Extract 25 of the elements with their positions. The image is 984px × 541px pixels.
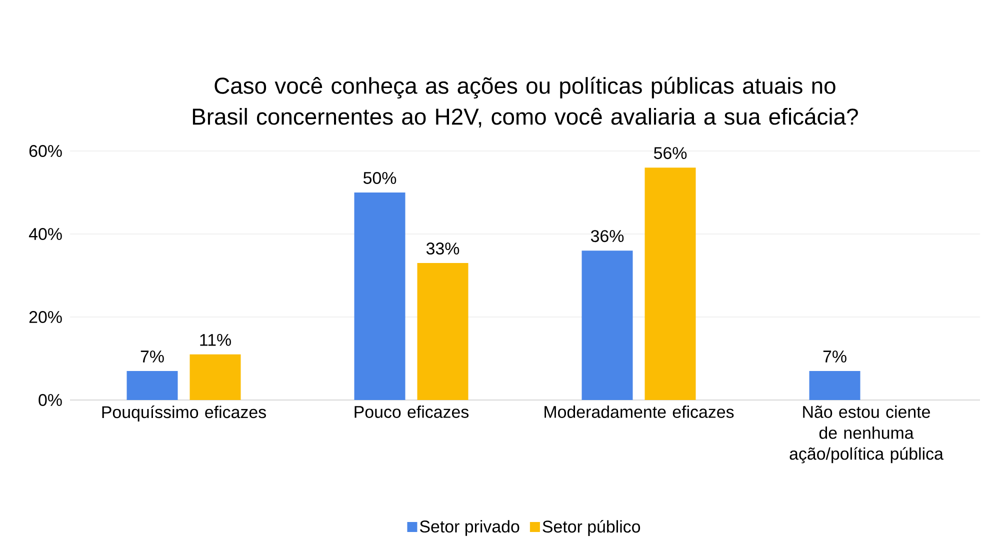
- bar: [582, 250, 633, 400]
- data-label: 7%: [823, 350, 846, 362]
- data-label: 33%: [426, 242, 460, 255]
- bar: [417, 263, 468, 400]
- bar: [809, 370, 860, 400]
- bar: [190, 354, 241, 400]
- x-tick-label: Moderadamente eficazes: [544, 406, 734, 418]
- legend-label: Setor privado: [420, 520, 520, 536]
- x-tick-label: Pouquíssimo eficazes: [102, 406, 266, 422]
- legend-label: Setor público: [542, 520, 640, 536]
- y-tick-label: 40%: [28, 228, 62, 240]
- bar: [644, 168, 696, 400]
- chart-title: Caso você conheça as ações ou políticas públicas atuais no Brasil concernentes ao H2V, como você avaliaria a sua eficácia?: [192, 76, 858, 128]
- x-tick-label: Não estou ciente de nenhuma ação/política pública: [790, 406, 944, 464]
- y-tick-label: 60%: [29, 145, 62, 158]
- data-label: 7%: [140, 350, 164, 362]
- y-tick-label: 0%: [38, 394, 62, 406]
- data-label: 50%: [363, 172, 396, 184]
- data-label: 11%: [200, 334, 231, 346]
- y-tick-label: 20%: [29, 311, 62, 324]
- data-label: 56%: [654, 147, 687, 160]
- bar: [126, 370, 178, 400]
- bar: [354, 192, 406, 400]
- x-tick-label: Pouco eficazes: [354, 406, 469, 418]
- data-label: 36%: [590, 230, 624, 242]
